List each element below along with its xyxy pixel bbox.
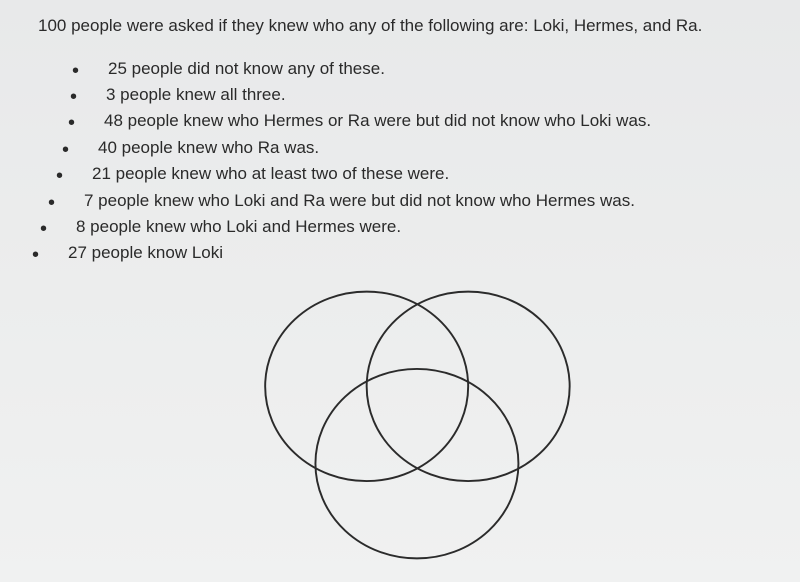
venn-svg <box>235 280 595 570</box>
clue-item: 48 people knew who Hermes or Ra were but… <box>20 108 780 134</box>
clue-item: 25 people did not know any of these. <box>20 56 780 82</box>
clue-item: 8 people knew who Loki and Hermes were. <box>20 214 780 240</box>
venn-diagram <box>235 280 595 570</box>
clue-item: 40 people knew who Ra was. <box>20 135 780 161</box>
clue-item: 7 people knew who Loki and Ra were but d… <box>20 188 780 214</box>
clue-item: 3 people knew all three. <box>20 82 780 108</box>
clue-item: 27 people know Loki <box>20 240 780 266</box>
venn-circle-bottom <box>315 369 518 558</box>
clue-item: 21 people knew who at least two of these… <box>20 161 780 187</box>
clue-list: 25 people did not know any of these. 3 p… <box>20 56 780 267</box>
question-prompt: 100 people were asked if they knew who a… <box>38 14 780 38</box>
